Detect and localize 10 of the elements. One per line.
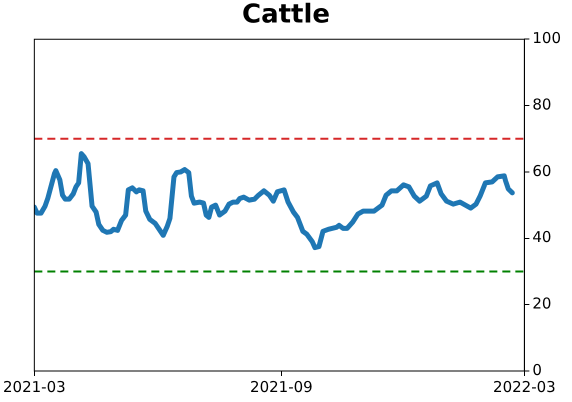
- y-tick-label: 100: [532, 29, 562, 48]
- chart-title: Cattle: [242, 0, 330, 30]
- x-tick-label: 2021-09: [250, 378, 313, 396]
- x-tick-label: 2022-03: [493, 378, 556, 396]
- y-tick-label: 40: [532, 228, 552, 246]
- y-tick-label: 80: [532, 95, 552, 114]
- x-tick-label: 2021-03: [2, 378, 66, 396]
- y-tick-label: 0: [532, 360, 542, 379]
- y-tick-label: 20: [532, 294, 552, 313]
- y-tick-label: 60: [532, 162, 552, 180]
